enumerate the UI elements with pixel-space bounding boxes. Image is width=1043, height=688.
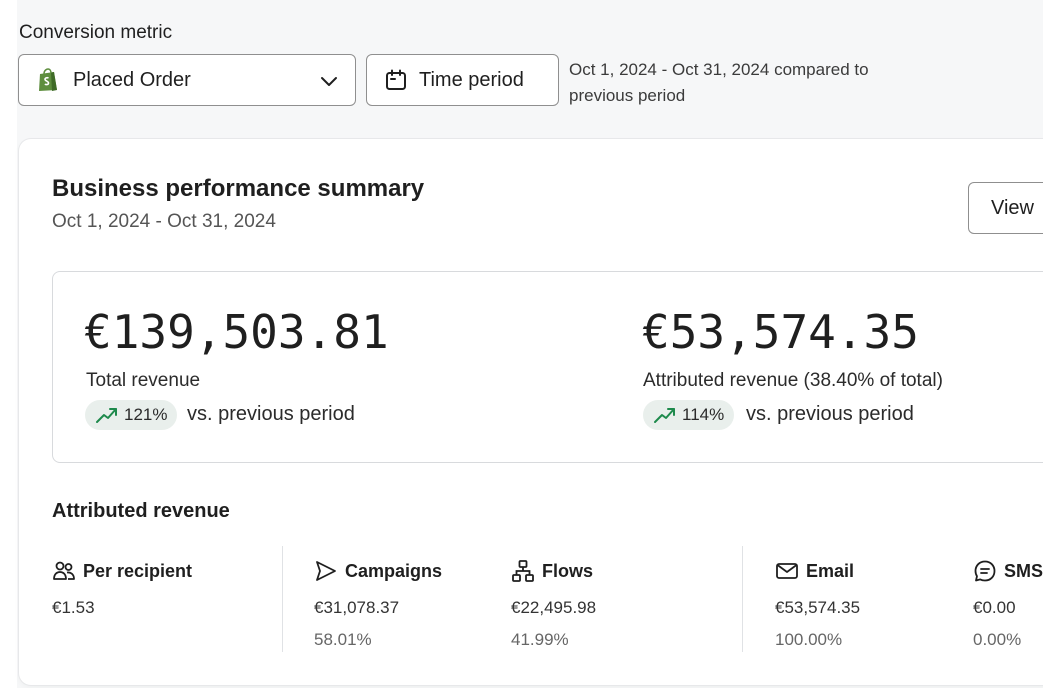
conversion-metric-select[interactable]: Placed Order	[18, 54, 356, 106]
total-revenue-change: 121%	[124, 405, 168, 424]
flows-label: Flows	[542, 560, 594, 581]
flows-percent: 41.99%	[511, 630, 569, 649]
flows-value: €22,495.98	[511, 598, 597, 617]
flows-header: Flows	[511, 559, 593, 583]
range-line-1: Oct 1, 2024 - Oct 31, 2024 compared to	[569, 60, 869, 79]
time-period-button[interactable]: Time period	[366, 54, 559, 106]
campaigns-percent: 58.01%	[314, 630, 372, 649]
left-edge	[0, 0, 17, 688]
attributed-revenue-title: Attributed revenue	[52, 500, 230, 522]
campaigns-label: Campaigns	[345, 560, 443, 581]
sms-value: €0.00	[973, 598, 1016, 617]
column-divider	[282, 546, 283, 652]
sms-header: SMS	[973, 559, 1043, 583]
card-date-range: Oct 1, 2024 - Oct 31, 2024	[52, 211, 276, 232]
email-value: €53,574.35	[775, 598, 861, 617]
campaigns-header: Campaigns	[314, 559, 442, 583]
attributed-revenue-label: Attributed revenue (38.40% of total)	[643, 370, 943, 391]
conversion-metric-value: Placed Order	[73, 68, 191, 91]
send-icon	[316, 561, 336, 581]
total-revenue-trend-badge: 121%	[85, 400, 178, 430]
view-button[interactable]: View	[968, 182, 1043, 234]
comparison-range-text: Oct 1, 2024 - Oct 31, 2024 compared to p…	[569, 57, 929, 109]
column-divider	[742, 546, 743, 652]
flow-icon	[512, 560, 534, 582]
sms-percent: 0.00%	[973, 630, 1022, 649]
email-label: Email	[806, 560, 855, 581]
trend-up-icon	[96, 408, 117, 423]
calendar-icon	[386, 69, 406, 90]
shopify-bag-icon	[39, 68, 57, 91]
sms-label: SMS	[1004, 560, 1043, 581]
card-title: Business performance summary	[52, 175, 425, 202]
trend-up-icon	[654, 408, 675, 423]
email-icon	[776, 563, 798, 579]
email-header: Email	[775, 559, 854, 583]
attributed-revenue-value: €53,574.35	[642, 305, 919, 359]
campaigns-value: €31,078.37	[314, 598, 400, 617]
attributed-revenue-vs: vs. previous period	[746, 403, 914, 425]
total-revenue-vs: vs. previous period	[187, 403, 355, 425]
email-percent: 100.00%	[775, 630, 843, 649]
time-period-label: Time period	[419, 68, 524, 91]
people-icon	[53, 561, 75, 580]
per-recipient-label: Per recipient	[83, 560, 193, 581]
per-recipient-value: €1.53	[52, 598, 95, 617]
attributed-revenue-trend-badge: 114%	[643, 400, 735, 430]
range-line-2: previous period	[569, 86, 686, 105]
attributed-revenue-change: 114%	[682, 405, 725, 424]
per-recipient-header: Per recipient	[52, 559, 192, 583]
sms-icon	[974, 560, 996, 582]
conversion-metric-label: Conversion metric	[19, 22, 173, 43]
total-revenue-label: Total revenue	[86, 370, 201, 391]
revenue-summary-box	[52, 271, 1043, 463]
chevron-down-icon	[321, 77, 337, 86]
total-revenue-value: €139,503.81	[84, 305, 389, 359]
